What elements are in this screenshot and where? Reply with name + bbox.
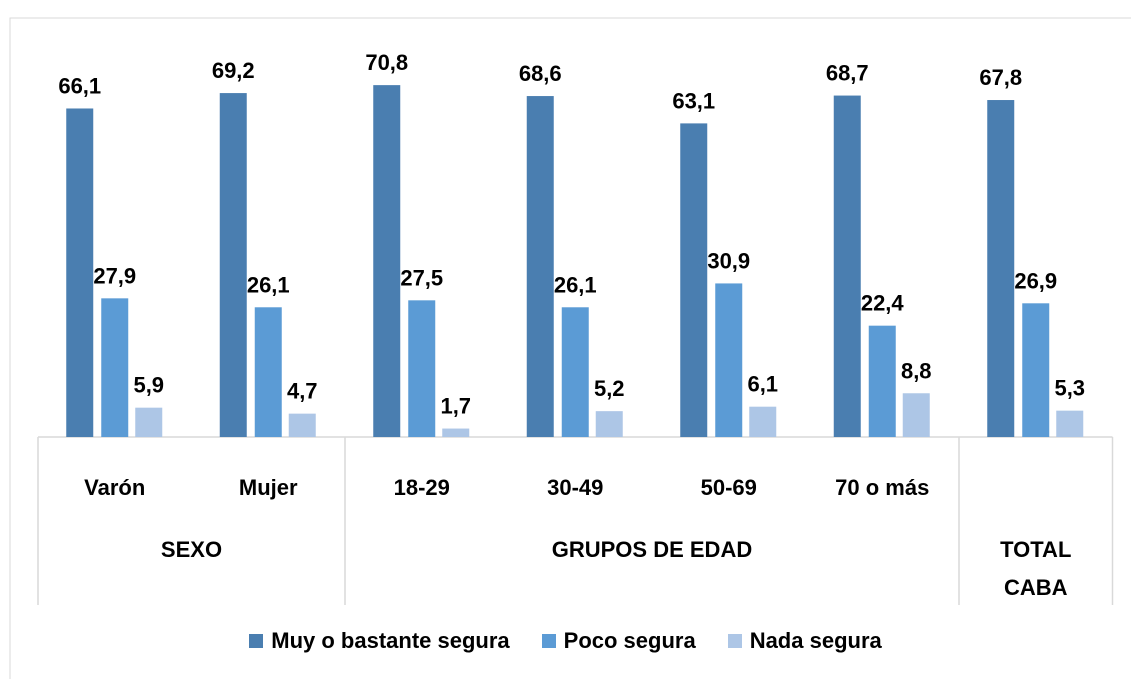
bar xyxy=(219,93,247,438)
bar xyxy=(987,100,1015,437)
bar xyxy=(373,85,401,438)
data-label: 69,2 xyxy=(212,58,255,83)
data-label: 66,1 xyxy=(58,73,101,98)
x-tick-label: Varón xyxy=(84,475,145,500)
group-label: TOTAL CABA xyxy=(1000,537,1072,600)
bar xyxy=(680,123,708,437)
bar xyxy=(595,411,623,437)
data-label: 1,7 xyxy=(440,394,471,419)
legend-swatch xyxy=(541,634,556,648)
bar xyxy=(442,428,470,437)
x-tick-label: 50-69 xyxy=(701,475,757,500)
bar xyxy=(66,108,94,437)
bar xyxy=(408,300,436,437)
data-label: 68,7 xyxy=(826,61,869,86)
legend-swatch xyxy=(727,634,742,648)
bar xyxy=(868,325,896,437)
x-tick-label: Mujer xyxy=(239,475,298,500)
data-label: 5,9 xyxy=(133,373,164,398)
bar xyxy=(526,96,554,438)
data-label: 68,6 xyxy=(519,61,562,86)
group-label: GRUPOS DE EDAD xyxy=(551,537,753,562)
data-label: 67,8 xyxy=(979,65,1022,90)
legend-item: Muy o bastante segura xyxy=(249,628,510,654)
data-label: 26,9 xyxy=(1014,268,1057,293)
bar xyxy=(833,95,861,437)
x-tick-label: 18-29 xyxy=(394,475,450,500)
data-label: 27,9 xyxy=(93,263,136,288)
bar xyxy=(135,407,163,437)
bar xyxy=(902,393,930,437)
legend-label: Muy o bastante segura xyxy=(271,628,510,653)
bar xyxy=(254,307,282,437)
data-label: 5,2 xyxy=(594,376,625,401)
bar xyxy=(288,413,316,437)
bar xyxy=(101,298,129,437)
x-tick-label: 30-49 xyxy=(547,475,603,500)
data-label: 8,8 xyxy=(901,358,932,383)
data-label: 63,1 xyxy=(672,88,715,113)
legend-item: Nada segura xyxy=(727,628,882,654)
bar xyxy=(1056,410,1084,437)
legend-item: Poco segura xyxy=(541,628,696,654)
data-label: 70,8 xyxy=(365,50,408,75)
legend-swatch xyxy=(249,634,264,648)
data-label: 26,1 xyxy=(554,272,597,297)
bar xyxy=(749,406,777,437)
bar xyxy=(715,283,743,437)
legend: Muy o bastante segura Poco segura Nada seg… xyxy=(0,628,1131,654)
bar xyxy=(1022,303,1050,437)
data-label: 30,9 xyxy=(707,248,750,273)
x-tick-label: 70 o más xyxy=(835,475,929,500)
data-label: 6,1 xyxy=(747,372,778,397)
data-label: 5,3 xyxy=(1054,376,1085,401)
chart-frame xyxy=(9,17,1131,679)
data-label: 26,1 xyxy=(247,272,290,297)
data-label: 27,5 xyxy=(400,265,443,290)
bar xyxy=(561,307,589,437)
legend-label: Nada segura xyxy=(749,628,882,653)
data-label: 4,7 xyxy=(287,379,318,404)
legend-label: Poco segura xyxy=(563,628,696,653)
group-label: SEXO xyxy=(160,537,223,562)
data-label: 22,4 xyxy=(861,291,905,316)
